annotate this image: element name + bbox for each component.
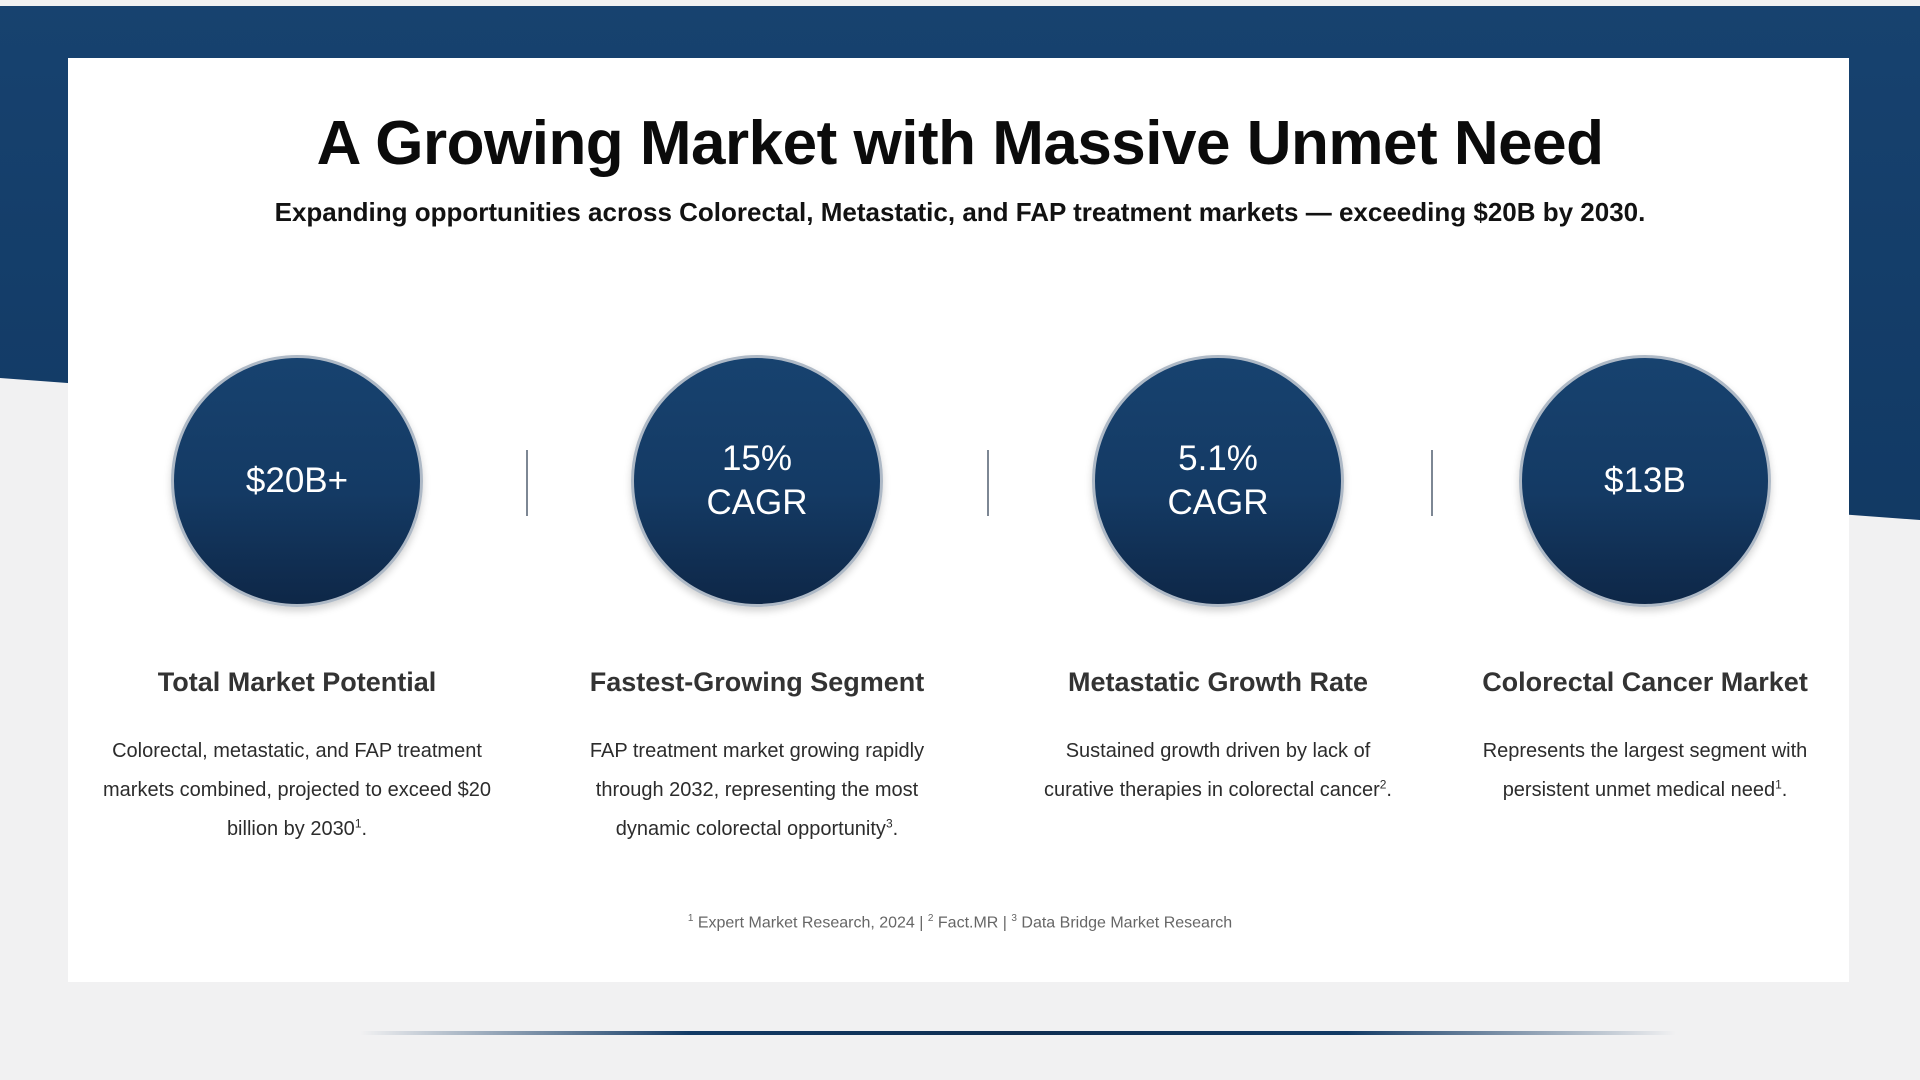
stat-value: 5.1% — [1178, 439, 1258, 478]
column-divider — [987, 450, 989, 516]
stat-value: 15% — [721, 439, 793, 478]
desc-line: Represents the largest segment with — [1482, 740, 1808, 762]
stat-circle: $20B+ — [171, 355, 423, 607]
desc-line: curative therapies in colorectal cancer2… — [1003, 771, 1433, 810]
stat-description: Sustained growth driven by lack of curat… — [1003, 732, 1433, 810]
footnote-separator: | — [914, 914, 928, 932]
reference-marker: 1 — [1775, 777, 1782, 792]
desc-line: FAP treatment market growing rapidly — [589, 740, 925, 762]
desc-line: markets combined, projected to exceed $2… — [103, 779, 491, 801]
reference-marker: 1 — [354, 816, 362, 831]
desc-line: persistent unmet medical need1. — [1430, 771, 1860, 810]
footnote-number: 1 — [687, 913, 694, 924]
stat-colorectal-market: $13B Colorectal Cancer Market Represents… — [1430, 355, 1860, 810]
stat-heading: Metastatic Growth Rate — [1067, 667, 1369, 697]
stat-circle: $13B — [1519, 355, 1771, 607]
column-divider — [526, 450, 528, 516]
stat-value-unit: CAGR — [706, 483, 808, 522]
stat-value-unit: CAGR — [1167, 483, 1269, 522]
stat-total-market: $20B+ Total Market Potential Colorectal,… — [82, 355, 512, 849]
desc-line: billion by 20301. — [82, 810, 512, 849]
footnote-source: Fact.MR — [937, 914, 999, 932]
desc-line: Sustained growth driven by lack of — [1065, 740, 1371, 762]
desc-line: through 2032, representing the most — [595, 779, 919, 801]
stat-circle: 5.1% CAGR — [1092, 355, 1344, 607]
reference-marker: 2 — [1379, 777, 1387, 792]
stat-heading: Colorectal Cancer Market — [1482, 667, 1808, 697]
stat-value: $13B — [1604, 461, 1686, 500]
stat-description: FAP treatment market growing rapidly thr… — [542, 732, 972, 849]
footnote-number: 3 — [1011, 913, 1017, 924]
period: . — [1386, 779, 1392, 801]
stat-description: Represents the largest segment with pers… — [1430, 732, 1860, 810]
slide-subtitle: Expanding opportunities across Colorecta… — [274, 197, 1646, 227]
stat-heading: Fastest-Growing Segment — [589, 667, 925, 697]
desc-line: Colorectal, metastatic, and FAP treatmen… — [112, 740, 482, 762]
footnotes: 1 Expert Market Research, 2024 | 2 Fact.… — [0, 913, 1920, 932]
desc-text: persistent unmet medical need — [1502, 779, 1776, 801]
period: . — [892, 818, 899, 840]
reference-marker: 3 — [885, 816, 893, 831]
period: . — [361, 818, 368, 840]
stat-heading: Total Market Potential — [157, 667, 437, 697]
slide-title: A Growing Market with Massive Unmet Need — [316, 109, 1604, 178]
footnote-number: 2 — [927, 913, 934, 924]
stat-circle: 15% CAGR — [631, 355, 883, 607]
footnote-separator: | — [998, 914, 1012, 932]
desc-text: dynamic colorectal opportunity — [615, 818, 886, 840]
desc-text: billion by 2030 — [226, 818, 355, 840]
stat-value: $20B+ — [245, 461, 349, 500]
stat-metastatic-growth: 5.1% CAGR Metastatic Growth Rate Sustain… — [1003, 355, 1433, 810]
bottom-accent-line — [360, 1031, 1676, 1035]
stat-fastest-growing: 15% CAGR Fastest-Growing Segment FAP tre… — [542, 355, 972, 849]
column-divider — [1431, 450, 1433, 516]
period: . — [1781, 779, 1788, 801]
desc-line: dynamic colorectal opportunity3. — [542, 810, 972, 849]
footnote-source: Data Bridge Market Research — [1021, 914, 1233, 932]
stat-description: Colorectal, metastatic, and FAP treatmen… — [82, 732, 512, 849]
footnote-source: Expert Market Research, 2024 — [697, 914, 915, 932]
desc-text: curative therapies in colorectal cancer — [1044, 779, 1380, 801]
